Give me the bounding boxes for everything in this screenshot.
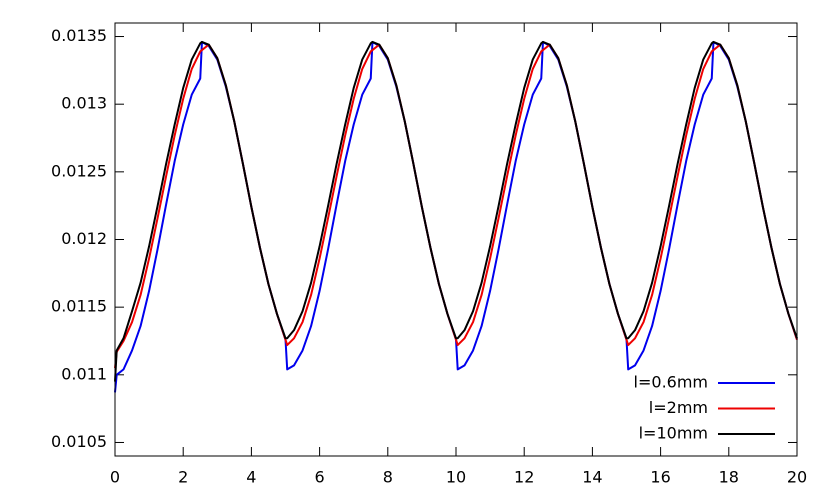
x-tick-label: 8 xyxy=(383,468,393,487)
plot-border xyxy=(114,22,798,457)
y-tick-label: 0.0135 xyxy=(51,26,107,45)
y-tick-label: 0.0105 xyxy=(51,432,107,451)
x-tick-label: 18 xyxy=(719,468,739,487)
legend-label: l=10mm xyxy=(639,424,708,443)
x-tick-label: 12 xyxy=(514,468,534,487)
x-tick-label: 10 xyxy=(446,468,466,487)
x-tick-label: 2 xyxy=(178,468,188,487)
y-tick-label: 0.011 xyxy=(61,364,107,383)
series-line xyxy=(114,43,798,369)
legend-label: l=0.6mm xyxy=(634,373,708,392)
y-tick-label: 0.012 xyxy=(61,229,107,248)
x-tick-label: 4 xyxy=(246,468,256,487)
y-tick-label: 0.0115 xyxy=(51,297,107,316)
legend-label: l=2mm xyxy=(649,398,708,417)
x-tick-label: 0 xyxy=(110,468,120,487)
x-tick-label: 14 xyxy=(582,468,602,487)
y-tick-label: 0.013 xyxy=(61,94,107,113)
x-tick-label: 20 xyxy=(787,468,807,487)
series-line xyxy=(114,40,798,382)
y-tick-label: 0.0125 xyxy=(51,161,107,180)
x-tick-label: 16 xyxy=(650,468,670,487)
x-tick-label: 6 xyxy=(315,468,325,487)
